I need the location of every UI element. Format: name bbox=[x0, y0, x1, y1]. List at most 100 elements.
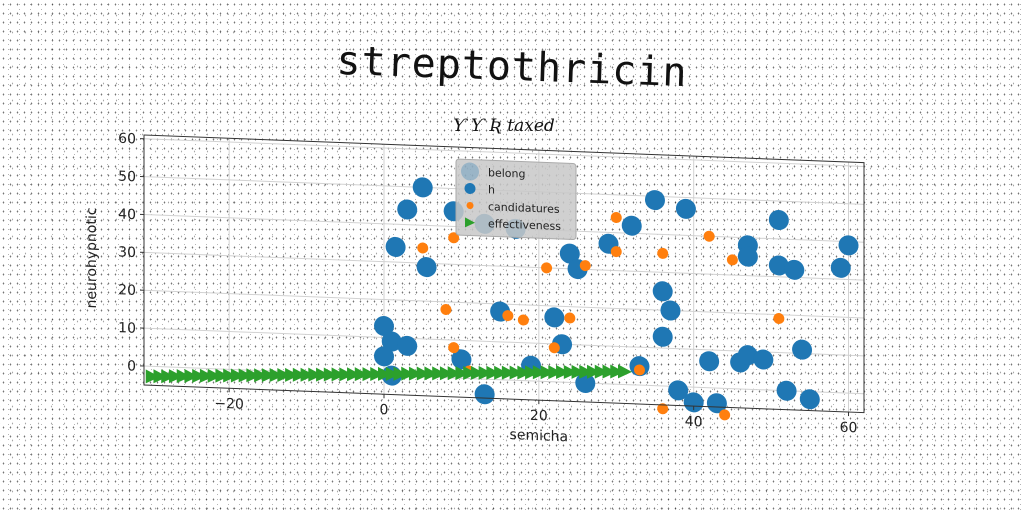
x-axis-label: semicha bbox=[510, 427, 569, 445]
effectiveness-point bbox=[261, 368, 276, 383]
effectiveness-point bbox=[223, 368, 238, 383]
effectiveness-point bbox=[548, 365, 563, 380]
h-point bbox=[675, 198, 696, 219]
effectiveness-point bbox=[370, 366, 385, 381]
effectiveness-point bbox=[285, 367, 300, 382]
effectiveness-point bbox=[347, 367, 362, 382]
effectiveness-point bbox=[161, 369, 176, 384]
effectiveness-point bbox=[571, 364, 586, 379]
x-tick-label: 20 bbox=[530, 408, 548, 425]
effectiveness-point bbox=[192, 368, 207, 383]
h-point bbox=[776, 380, 797, 401]
effectiveness-point bbox=[517, 365, 532, 380]
effectiveness-point bbox=[308, 367, 323, 382]
candidatures-point bbox=[448, 232, 460, 244]
h-point bbox=[621, 215, 642, 236]
effectiveness-point bbox=[199, 368, 214, 383]
effectiveness-point bbox=[463, 366, 478, 381]
effectiveness-point bbox=[532, 365, 547, 380]
candidatures-point bbox=[564, 312, 576, 324]
effectiveness-point bbox=[501, 365, 516, 380]
candidatures-point bbox=[610, 246, 622, 258]
candidatures-point bbox=[448, 342, 460, 354]
h-point bbox=[374, 316, 394, 337]
candidatures-point bbox=[703, 230, 715, 242]
h-point bbox=[412, 177, 433, 198]
legend-label: belong bbox=[488, 166, 525, 180]
effectiveness-point bbox=[540, 365, 555, 380]
candidatures-point bbox=[517, 314, 529, 326]
effectiveness-point bbox=[145, 369, 160, 384]
y-tick-label: 30 bbox=[118, 244, 136, 261]
effectiveness-point bbox=[563, 364, 578, 379]
effectiveness-point bbox=[215, 368, 230, 383]
axes-frame bbox=[143, 134, 865, 414]
h-point bbox=[784, 259, 805, 280]
effectiveness-point bbox=[509, 365, 524, 380]
y-tick-label: 50 bbox=[118, 169, 136, 186]
h-point bbox=[799, 389, 820, 410]
effectiveness-point bbox=[393, 366, 408, 381]
candidatures-point bbox=[719, 409, 731, 421]
effectiveness-point bbox=[494, 365, 509, 380]
effectiveness-point bbox=[238, 368, 253, 383]
candidatures-point bbox=[541, 262, 553, 274]
y-tick-label: 60 bbox=[118, 131, 136, 148]
effectiveness-point bbox=[486, 365, 501, 380]
effectiveness-point bbox=[525, 365, 540, 380]
effectiveness-point bbox=[354, 367, 369, 382]
h-point bbox=[559, 243, 580, 264]
h-point bbox=[753, 349, 774, 370]
candidatures-point bbox=[773, 312, 785, 324]
h-point bbox=[652, 326, 673, 347]
h-point bbox=[385, 236, 406, 257]
effectiveness-point bbox=[478, 365, 493, 380]
h-point bbox=[544, 307, 565, 328]
h-point bbox=[737, 246, 758, 267]
y-axis-label: neurohypnotic bbox=[84, 207, 100, 309]
candidatures-point bbox=[440, 303, 452, 315]
chart-subtitle: Ƴ Ƴ Ʀ taxed bbox=[453, 116, 555, 136]
y-tick-label: 20 bbox=[118, 282, 136, 299]
h-point bbox=[768, 255, 789, 276]
x-tick-label: −20 bbox=[214, 396, 244, 413]
y-tick-label: 10 bbox=[118, 320, 136, 337]
h-point bbox=[668, 380, 689, 401]
y-tick-label: 0 bbox=[127, 358, 136, 374]
plot-area: −20 0 20 40 60 0 10 20 30 40 50 60 semicha neurohyp… bbox=[84, 131, 865, 445]
effectiveness-point bbox=[378, 366, 392, 381]
effectiveness-point bbox=[408, 366, 423, 381]
candidatures-point bbox=[633, 364, 645, 376]
effectiveness-point bbox=[269, 368, 284, 383]
candidatures-point bbox=[726, 254, 738, 266]
y-tick-label: 40 bbox=[118, 207, 136, 224]
effectiveness-point bbox=[323, 367, 338, 382]
x-tick-label: 0 bbox=[380, 402, 389, 418]
effectiveness-point bbox=[439, 366, 454, 381]
effectiveness-point bbox=[153, 369, 168, 384]
effectiveness-point bbox=[424, 366, 439, 381]
effectiveness-point bbox=[594, 364, 609, 379]
h-point bbox=[474, 384, 495, 405]
effectiveness-point bbox=[432, 366, 447, 381]
effectiveness-point bbox=[207, 368, 222, 383]
effectiveness-point bbox=[416, 366, 431, 381]
h-point bbox=[768, 209, 789, 231]
legend-marker bbox=[464, 183, 476, 195]
effectiveness-point bbox=[168, 369, 183, 384]
legend-marker bbox=[461, 162, 479, 181]
effectiveness-point bbox=[230, 368, 245, 383]
effectiveness-point bbox=[455, 366, 470, 381]
effectiveness-point bbox=[579, 364, 594, 379]
effectiveness-point bbox=[246, 368, 261, 383]
candidatures-point bbox=[502, 310, 514, 322]
candidatures-point bbox=[579, 260, 591, 272]
tick-labels: −20 0 20 40 60 0 10 20 30 40 50 60 bbox=[118, 131, 857, 437]
h-point bbox=[830, 257, 851, 278]
effectiveness-point bbox=[587, 364, 602, 379]
h-point bbox=[416, 257, 437, 278]
effectiveness-point bbox=[176, 369, 191, 384]
effectiveness-point bbox=[292, 367, 307, 382]
